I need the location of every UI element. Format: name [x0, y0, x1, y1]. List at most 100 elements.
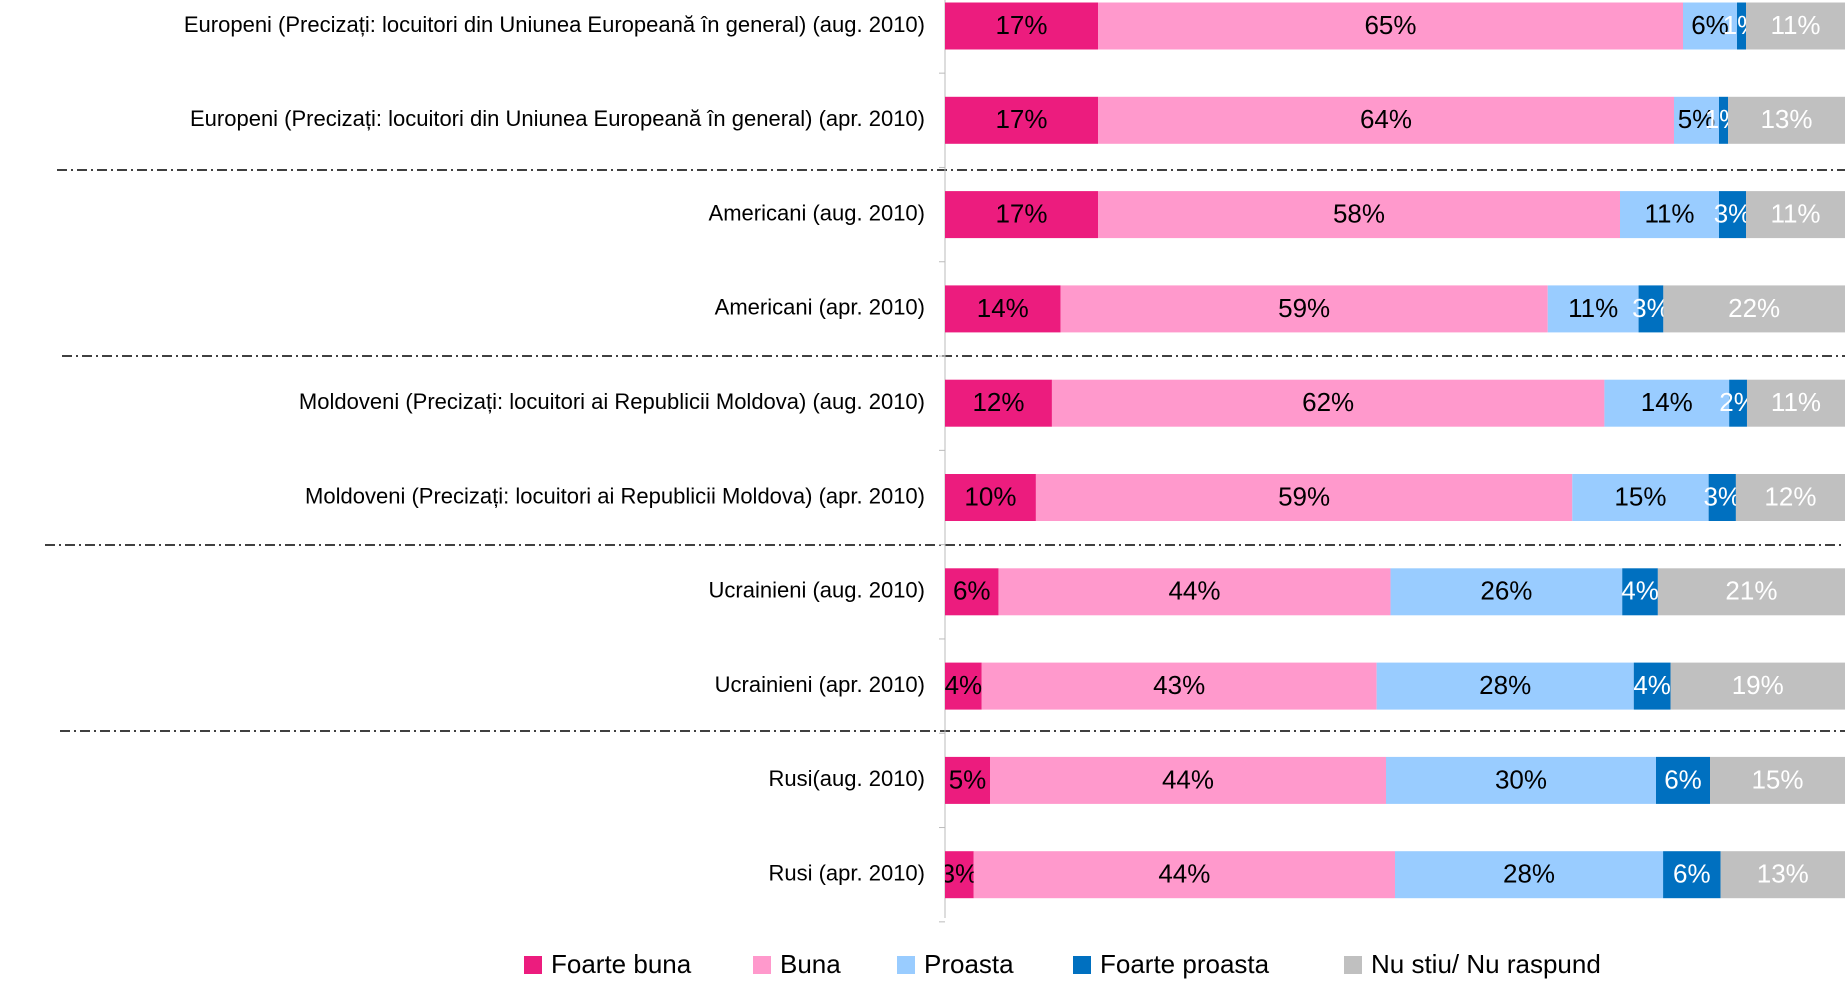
- category-label: Ucrainieni (aug. 2010): [709, 578, 925, 603]
- value-label: 59%: [1278, 293, 1330, 323]
- legend-label: Foarte buna: [551, 949, 692, 979]
- category-label: Americani (apr. 2010): [715, 295, 925, 320]
- category-label: Moldoveni (Precizați: locuitori ai Repub…: [305, 483, 925, 508]
- legend-label: Buna: [780, 949, 841, 979]
- category-label: Ucrainieni (apr. 2010): [715, 672, 925, 697]
- bar-segment: [1663, 285, 1845, 333]
- bar-segment: [1638, 285, 1664, 333]
- legend-swatch: [1073, 956, 1091, 974]
- value-label: 28%: [1479, 670, 1531, 700]
- bar-segment: [1098, 96, 1674, 144]
- value-label: 5%: [949, 764, 987, 794]
- legend-label: Foarte proasta: [1100, 949, 1270, 979]
- value-label: 11%: [1770, 10, 1820, 40]
- bar-segment: [1735, 474, 1845, 521]
- bar-segment: [1729, 379, 1747, 427]
- bar-segment: [1376, 662, 1634, 710]
- bar-segment: [1390, 568, 1623, 616]
- category-label: Americani (aug. 2010): [709, 200, 925, 225]
- category-label: Europeni (Precizați: locuitori din Uniun…: [190, 106, 925, 131]
- legend-label: Proasta: [924, 949, 1014, 979]
- value-label: 6%: [1673, 859, 1711, 889]
- value-label: 44%: [1162, 764, 1214, 794]
- value-label: 15%: [1614, 481, 1666, 511]
- value-label: 11%: [1644, 198, 1694, 228]
- bar-segment: [1746, 191, 1845, 239]
- bar-segment: [973, 851, 1395, 899]
- value-label: 59%: [1278, 481, 1330, 511]
- category-label: Rusi(aug. 2010): [768, 766, 925, 791]
- value-label: 11%: [1771, 387, 1821, 417]
- bar-segment: [1663, 851, 1721, 899]
- value-label: 43%: [1153, 670, 1205, 700]
- value-label: 30%: [1495, 764, 1547, 794]
- value-label: 12%: [972, 387, 1024, 417]
- value-label: 6%: [1664, 764, 1702, 794]
- bar-segment: [1670, 662, 1845, 710]
- value-label: 11%: [1770, 198, 1820, 228]
- bar-segment: [1719, 96, 1728, 144]
- value-label: 21%: [1725, 576, 1777, 606]
- bar-segment: [1098, 191, 1620, 239]
- legend-swatch: [1344, 956, 1362, 974]
- value-label: 5%: [1678, 104, 1716, 134]
- bar-segment: [945, 474, 1036, 521]
- value-label: 58%: [1333, 198, 1385, 228]
- value-label: 14%: [977, 293, 1029, 323]
- bar-segment: [1728, 96, 1845, 144]
- legend-label: Nu stiu/ Nu raspund: [1371, 949, 1601, 979]
- bar-segment: [1098, 2, 1683, 50]
- legend-swatch: [753, 956, 771, 974]
- value-label: 4%: [1633, 670, 1671, 700]
- bar-segment: [990, 756, 1386, 804]
- value-label: 44%: [1168, 576, 1220, 606]
- bar-segment: [945, 285, 1061, 333]
- bar-segment: [945, 379, 1052, 427]
- value-label: 44%: [1158, 859, 1210, 889]
- bar-segment: [1572, 474, 1709, 521]
- legend-swatch: [524, 956, 542, 974]
- value-label: 19%: [1732, 670, 1784, 700]
- bar-segment: [945, 191, 1098, 239]
- bar-segment: [1719, 191, 1746, 239]
- bar-segment: [1051, 379, 1605, 427]
- bar-segment: [945, 851, 974, 899]
- bar-segment: [1746, 379, 1845, 427]
- category-label: Moldoveni (Precizați: locuitori ai Repub…: [299, 389, 925, 414]
- value-label: 12%: [1764, 481, 1816, 511]
- bar-segment: [1720, 851, 1845, 899]
- value-label: 3%: [1703, 481, 1741, 511]
- bar-segment: [1620, 191, 1719, 239]
- value-label: 4%: [945, 670, 983, 700]
- value-label: 14%: [1641, 387, 1693, 417]
- value-label: 6%: [1691, 10, 1729, 40]
- bar-segment: [1547, 285, 1639, 333]
- category-label: Rusi (apr. 2010): [768, 861, 925, 886]
- bar-segment: [1035, 474, 1573, 521]
- bar-segment: [1746, 2, 1845, 50]
- value-label: 13%: [1757, 859, 1809, 889]
- bar-segment: [945, 756, 990, 804]
- value-label: 64%: [1360, 104, 1412, 134]
- bar-segment: [1737, 2, 1746, 50]
- value-label: 28%: [1503, 859, 1555, 889]
- bar-segment: [1683, 2, 1737, 50]
- value-label: 15%: [1751, 764, 1803, 794]
- bar-segment: [1622, 568, 1658, 616]
- value-label: 3%: [941, 859, 979, 889]
- bar-segment: [1710, 756, 1845, 804]
- bar-segment: [1386, 756, 1656, 804]
- bar-segment: [1395, 851, 1664, 899]
- value-label: 11%: [1568, 293, 1618, 323]
- bar-segment: [1708, 474, 1736, 521]
- value-label: 6%: [953, 576, 991, 606]
- bar-segment: [1633, 662, 1671, 710]
- value-label: 17%: [995, 104, 1047, 134]
- bar-segment: [998, 568, 1391, 616]
- bar-segment: [945, 96, 1098, 144]
- bar-segment: [981, 662, 1377, 710]
- value-label: 22%: [1728, 293, 1780, 323]
- bar-segment: [945, 568, 999, 616]
- bar-segment: [1604, 379, 1730, 427]
